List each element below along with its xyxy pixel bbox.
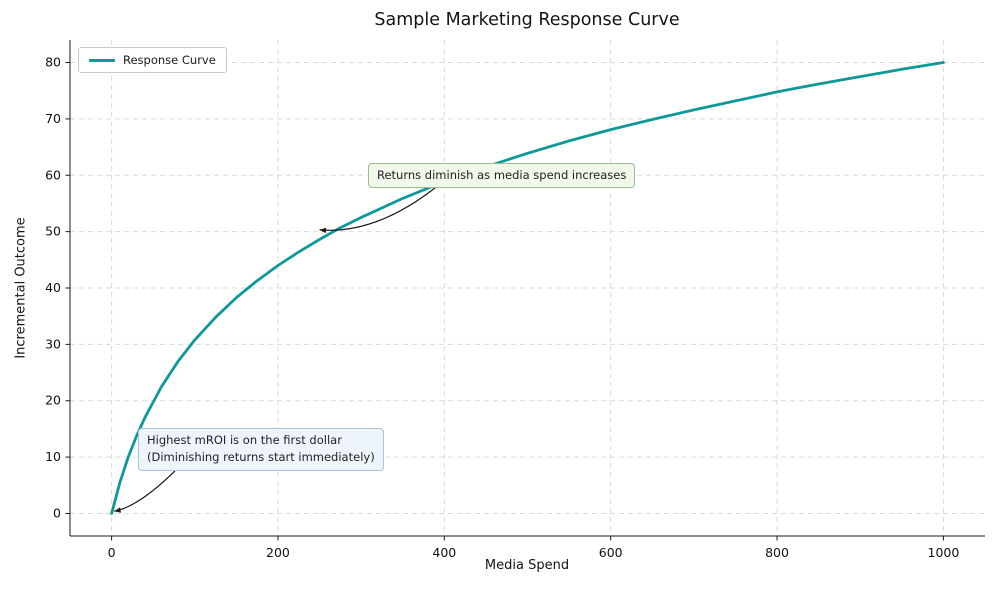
y-axis-label: Incremental Outcome bbox=[13, 217, 29, 359]
y-tick-label: 80 bbox=[45, 55, 61, 70]
legend-line-sample bbox=[89, 58, 115, 62]
y-tick-label: 10 bbox=[45, 449, 61, 464]
axes: 0 200 400 600 800 1000 0 10 20 30 40 50 60 70 80 bbox=[45, 40, 985, 560]
chart-title: Sample Marketing Response Curve bbox=[374, 10, 680, 30]
x-tick-label: 800 bbox=[765, 545, 789, 560]
grid bbox=[70, 40, 985, 536]
annotation-highest-mroi: Highest mROI is on the first dollar (Dim… bbox=[138, 428, 384, 471]
y-tick-label: 40 bbox=[45, 280, 61, 295]
x-tick-label: 1000 bbox=[928, 545, 960, 560]
y-tick-label: 70 bbox=[45, 111, 61, 126]
y-tick-label: 20 bbox=[45, 393, 61, 408]
y-tick-label: 60 bbox=[45, 167, 61, 182]
y-tick-label: 50 bbox=[45, 224, 61, 239]
legend-label: Response Curve bbox=[123, 53, 216, 67]
x-tick-label: 0 bbox=[108, 545, 116, 560]
annotation-arrow bbox=[319, 186, 438, 234]
annotation-arrows bbox=[113, 186, 438, 513]
series-layer bbox=[110, 61, 945, 515]
x-tick-label: 400 bbox=[432, 545, 456, 560]
y-tick-label: 0 bbox=[53, 505, 61, 520]
x-tick-label: 200 bbox=[266, 545, 290, 560]
x-tick-label: 600 bbox=[599, 545, 623, 560]
response-curve-line bbox=[110, 61, 945, 515]
legend: Response Curve bbox=[78, 47, 227, 73]
y-tick-label: 30 bbox=[45, 336, 61, 351]
x-axis-label: Media Spend bbox=[484, 558, 570, 573]
annotation-diminishing-returns: Returns diminish as media spend increase… bbox=[368, 163, 636, 189]
annotation-arrow bbox=[113, 465, 181, 513]
